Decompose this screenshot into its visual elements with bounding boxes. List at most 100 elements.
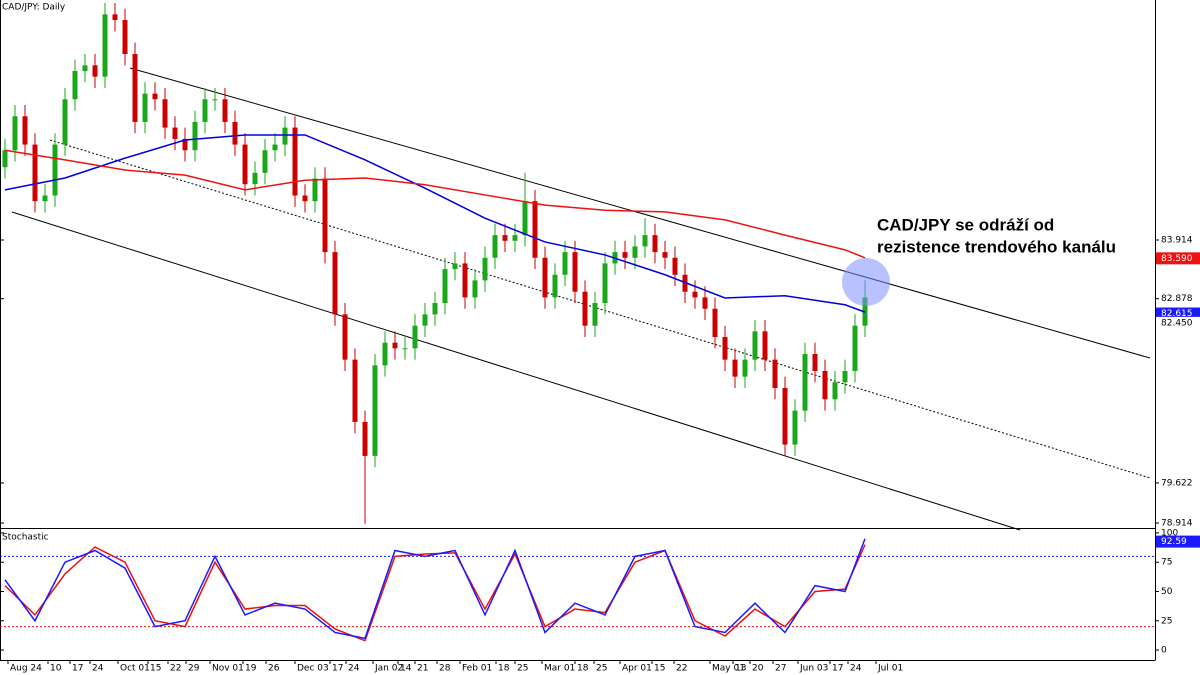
candle-body [582,291,588,326]
x-tick-label: 27 [775,664,786,674]
y-tick-label: 82.878 [1161,294,1193,304]
price-tag-label: 82.615 [1161,309,1193,319]
candle-body [52,144,58,196]
candle-body [62,99,68,145]
x-tick-label: 17 [832,664,843,674]
x-tick-label: 22 [170,664,181,674]
x-tick-label: Feb 01 [462,664,492,674]
candle-body [442,269,448,304]
candle-body [602,263,608,304]
candle-body [82,65,88,71]
channel-lower [11,211,1021,531]
candle-body [562,252,568,275]
candle-body [42,195,48,202]
candle-body [382,342,388,366]
x-tick-label: 24 [348,664,360,674]
x-tick-label: Oct 01 [120,664,150,674]
candle-body [322,178,328,253]
candle-body [432,303,438,315]
candle-body [852,325,858,371]
candle-body [572,252,578,292]
candle-body [232,121,238,145]
candle-body [282,127,288,145]
candle-body [832,382,838,400]
candle-body [792,410,798,445]
x-tick-label: Apr 01 [622,664,652,674]
candle-body [392,342,398,349]
candle-body [822,370,828,400]
x-tick-label: 28 [439,664,451,674]
x-tick-label: 24 [850,664,862,674]
candle-body [162,99,168,128]
candle-body [112,14,118,21]
candle-body [452,263,458,270]
annotation: rezistence trendového kanálu [877,237,1116,256]
chart-title: CAD/JPY: Daily [2,3,66,13]
candle-body [302,195,308,202]
y-tick-label: 100 [1161,528,1178,538]
x-tick-label: 24 [92,664,104,674]
x-tick-label: 14 [400,664,412,674]
x-tick-label: 18 [498,664,510,674]
candle-body [762,331,768,360]
candle-body [712,308,718,338]
price-tag-label: 92.59 [1161,537,1187,547]
candle-body [542,257,548,298]
price-tag [1156,252,1200,265]
candle-body [672,257,678,275]
candle-body [782,387,788,445]
x-tick-label: 15 [654,664,665,674]
x-tick-label: 17 [332,664,343,674]
candle-body [742,359,748,377]
x-tick-label: 17 [72,664,83,674]
candle-body [252,172,258,185]
candle-body [652,235,658,253]
y-tick-label: 50 [1161,587,1173,597]
x-tick-label: 20 [752,664,764,674]
candle-body [842,370,848,383]
candle-body [512,235,518,241]
candle-body [592,303,598,326]
candle-body [332,252,338,315]
x-tick-label: Jan 02 [374,664,403,674]
candle-body [522,201,528,236]
candle-body [472,280,478,298]
candle-body [372,365,378,456]
candle-body [222,99,228,122]
candle-body [272,144,278,151]
x-tick-label: Jul 01 [877,664,903,674]
highlight-circle [842,258,890,306]
candle-body [212,99,218,101]
candle-body [532,201,538,258]
indicator-title: Stochastic [2,533,49,543]
candle-body [732,359,738,377]
candle-body [422,314,428,326]
candle-body [72,70,78,100]
y-tick-label: 83.914 [1161,236,1193,246]
indicator-line [4,134,866,313]
candle-body [622,252,628,258]
candle-body [502,235,508,241]
candle-body [362,421,368,456]
candle-body [812,354,818,371]
candle-body [182,138,188,151]
x-tick-label: 18 [577,664,589,674]
candle-body [722,337,728,360]
candle-body [802,354,808,411]
price-tag [1156,535,1200,548]
x-tick-label: Nov 01 [212,664,244,674]
x-tick-label: 15 [150,664,161,674]
candle-body [22,116,28,145]
x-tick-label: Dec 03 [297,664,329,674]
annotation: CAD/JPY se odráží od [877,215,1054,234]
candle-body [92,65,98,77]
candle-body [202,99,208,122]
candle-body [412,325,418,349]
y-tick-label: 75 [1161,558,1172,568]
x-tick-label: 29 [188,664,200,674]
y-tick-label: 25 [1161,616,1172,626]
x-tick-label: 21 [417,664,428,674]
x-tick-label: 25 [596,664,607,674]
candle-body [492,235,498,258]
